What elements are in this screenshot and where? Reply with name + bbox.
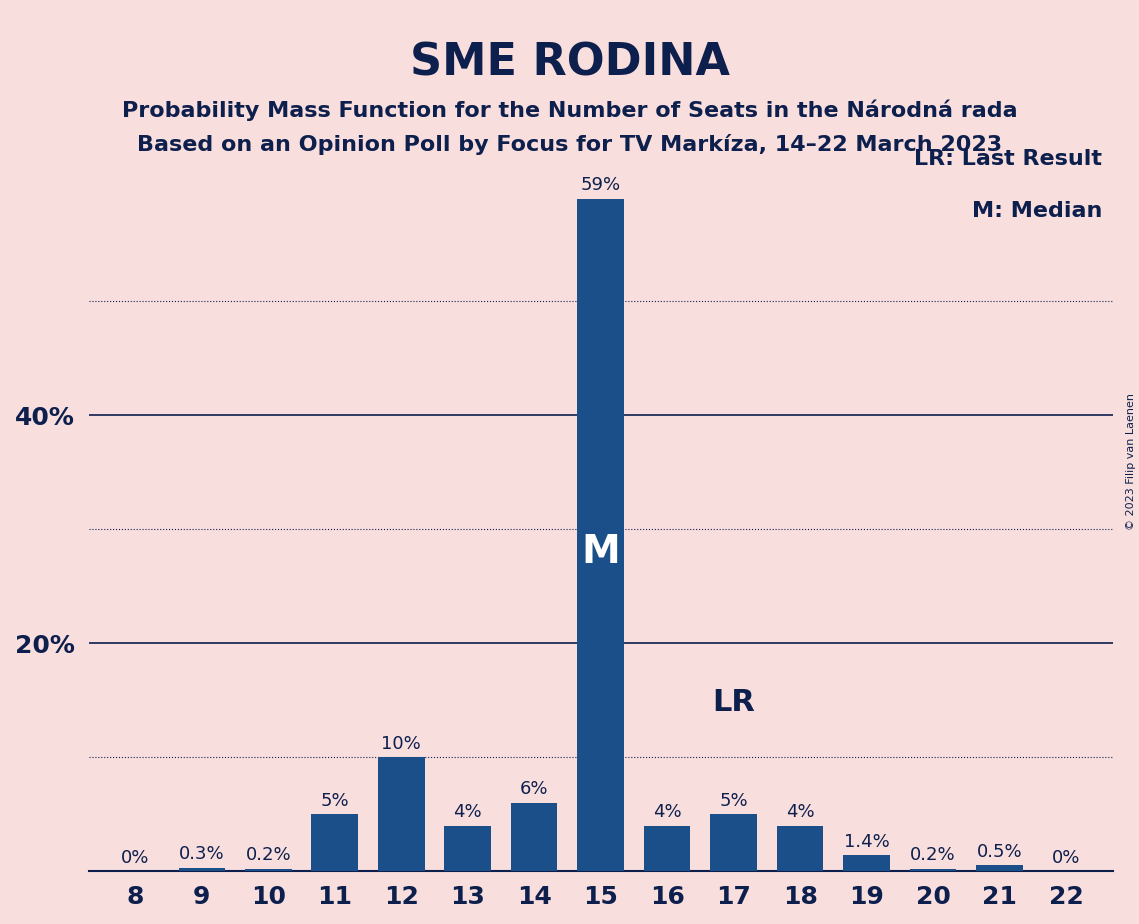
Bar: [311, 814, 358, 871]
Bar: [511, 803, 557, 871]
Text: 6%: 6%: [519, 780, 549, 798]
Text: 4%: 4%: [453, 803, 482, 821]
Text: 0%: 0%: [1052, 848, 1080, 867]
Text: 0.5%: 0.5%: [977, 843, 1023, 861]
Bar: [910, 869, 957, 871]
Text: 0.3%: 0.3%: [179, 845, 224, 863]
Bar: [711, 814, 757, 871]
Text: SME RODINA: SME RODINA: [410, 42, 729, 85]
Text: LR: Last Result: LR: Last Result: [915, 149, 1103, 169]
Bar: [976, 866, 1023, 871]
Text: 1.4%: 1.4%: [844, 833, 890, 851]
Text: LR: LR: [712, 688, 755, 717]
Text: 0.2%: 0.2%: [910, 846, 956, 864]
Text: © 2023 Filip van Laenen: © 2023 Filip van Laenen: [1126, 394, 1136, 530]
Text: 4%: 4%: [653, 803, 681, 821]
Bar: [577, 199, 624, 871]
Text: 0.2%: 0.2%: [246, 846, 292, 864]
Text: M: M: [581, 533, 620, 571]
Text: 5%: 5%: [720, 792, 748, 809]
Bar: [245, 869, 292, 871]
Bar: [179, 868, 226, 871]
Text: 5%: 5%: [320, 792, 349, 809]
Bar: [378, 757, 425, 871]
Text: 59%: 59%: [581, 176, 621, 194]
Bar: [444, 825, 491, 871]
Text: 4%: 4%: [786, 803, 814, 821]
Bar: [777, 825, 823, 871]
Text: Based on an Opinion Poll by Focus for TV Markíza, 14–22 March 2023: Based on an Opinion Poll by Focus for TV…: [137, 134, 1002, 155]
Bar: [843, 855, 890, 871]
Text: Probability Mass Function for the Number of Seats in the Národná rada: Probability Mass Function for the Number…: [122, 100, 1017, 121]
Text: 0%: 0%: [121, 848, 149, 867]
Text: M: Median: M: Median: [972, 201, 1103, 221]
Text: 10%: 10%: [382, 735, 421, 753]
Bar: [644, 825, 690, 871]
